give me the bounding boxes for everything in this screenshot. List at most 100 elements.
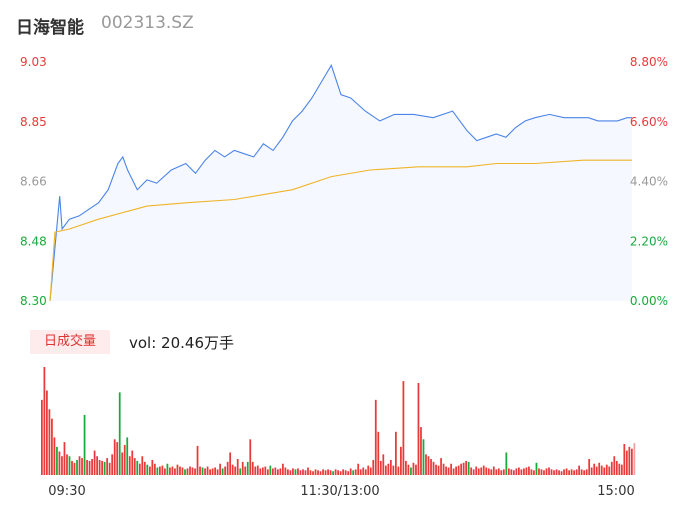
volume-bar (600, 465, 603, 475)
volume-bar (329, 470, 332, 475)
volume-bar (412, 462, 415, 475)
volume-bar (364, 469, 367, 475)
volume-bar (138, 463, 141, 475)
volume-bar (314, 469, 317, 475)
volume-bar (445, 466, 447, 475)
volume-bar (354, 469, 357, 475)
volume-bar (274, 467, 277, 475)
volume-bar (500, 470, 503, 475)
volume-bar (625, 450, 628, 475)
volume-bar (148, 466, 151, 475)
y-tick-right: 8.80% (630, 55, 668, 69)
volume-bar (512, 470, 515, 475)
volume-bar (437, 465, 440, 475)
volume-bar (410, 467, 412, 475)
volume-bar (548, 467, 550, 475)
volume-bar (349, 468, 352, 475)
volume-bar (507, 468, 510, 475)
volume-bar (505, 452, 508, 475)
volume-tab[interactable]: 日成交量 (30, 330, 110, 354)
volume-bar (174, 468, 176, 475)
volume-bar (420, 427, 422, 475)
volume-bar (309, 470, 312, 475)
volume-bar (241, 461, 244, 475)
x-tick: 15:00 (597, 484, 634, 499)
y-tick-left: 8.66 (20, 175, 47, 189)
volume-bar (53, 437, 56, 475)
volume-bar (156, 467, 159, 475)
volume-bar (254, 466, 257, 475)
volume-bar (598, 462, 601, 475)
volume-bar (239, 468, 242, 475)
volume-bar (357, 463, 360, 475)
volume-bar (573, 470, 575, 475)
volume-bar (347, 471, 350, 475)
volume-bar (359, 469, 362, 475)
volume-bar (106, 458, 109, 475)
volume-bar (214, 467, 216, 475)
volume-bar (199, 466, 201, 475)
volume-bar (545, 468, 548, 475)
volume-bar (289, 470, 292, 475)
volume-bar (560, 471, 563, 475)
volume-bar (256, 465, 259, 475)
volume-bar (417, 382, 420, 475)
volume-bar (236, 459, 239, 475)
volume-bar (123, 444, 126, 475)
y-tick-left: 9.03 (20, 55, 47, 69)
volume-bar (362, 467, 365, 475)
volume-bar (307, 467, 309, 475)
volume-bar (68, 456, 71, 475)
volume-bar (377, 431, 380, 475)
y-tick-right: 6.60% (630, 115, 668, 129)
volume-bar (169, 467, 171, 475)
volume-bar (96, 456, 98, 475)
volume-bar (578, 465, 581, 475)
volume-bar (83, 414, 86, 475)
volume-bar (324, 470, 327, 475)
volume-bar (159, 466, 161, 475)
volume-bar (565, 468, 568, 475)
volume-bar (470, 467, 473, 475)
volume-bar (374, 399, 377, 475)
volume-bar (58, 451, 61, 475)
volume-bar (43, 367, 46, 475)
volume-bar (304, 470, 307, 475)
volume-bar (221, 468, 224, 475)
volume-bar (603, 467, 606, 475)
volume-bar (465, 460, 468, 475)
volume-bar (580, 469, 583, 475)
volume-bar (297, 468, 299, 475)
volume-bar (630, 448, 633, 475)
volume-bar (61, 456, 63, 475)
volume-bar (462, 462, 465, 475)
volume-bar (394, 431, 397, 475)
volume-bar (204, 468, 206, 475)
volume-bar (292, 468, 294, 475)
volume-bar (450, 463, 452, 475)
stock-name: 日海智能 (16, 18, 84, 38)
volume-bar (73, 462, 76, 475)
volume-bar (432, 461, 435, 475)
volume-bar (322, 469, 324, 475)
volume-bar (128, 456, 131, 475)
volume-bar (452, 468, 455, 475)
volume-bar (528, 466, 530, 475)
volume-bar (628, 446, 631, 475)
volume-bar (422, 439, 425, 475)
volume-bar (118, 392, 121, 475)
volume-bar (131, 450, 134, 475)
x-tick: 11:30/13:00 (300, 484, 379, 499)
volume-bar (143, 461, 146, 475)
price-chart: 9.03 8.85 8.66 8.48 8.30 8.80% 6.60% 4.40% 2.20… (20, 55, 668, 308)
volume-bar (613, 456, 616, 475)
volume-bar (535, 462, 538, 475)
volume-bar (633, 443, 636, 475)
volume-bar (563, 469, 565, 475)
volume-bar (610, 461, 613, 475)
volume-bar (302, 469, 304, 475)
volume-bar (400, 446, 402, 475)
volume-bar (427, 456, 430, 475)
volume-bar (101, 460, 104, 475)
volume-bar (618, 463, 621, 475)
